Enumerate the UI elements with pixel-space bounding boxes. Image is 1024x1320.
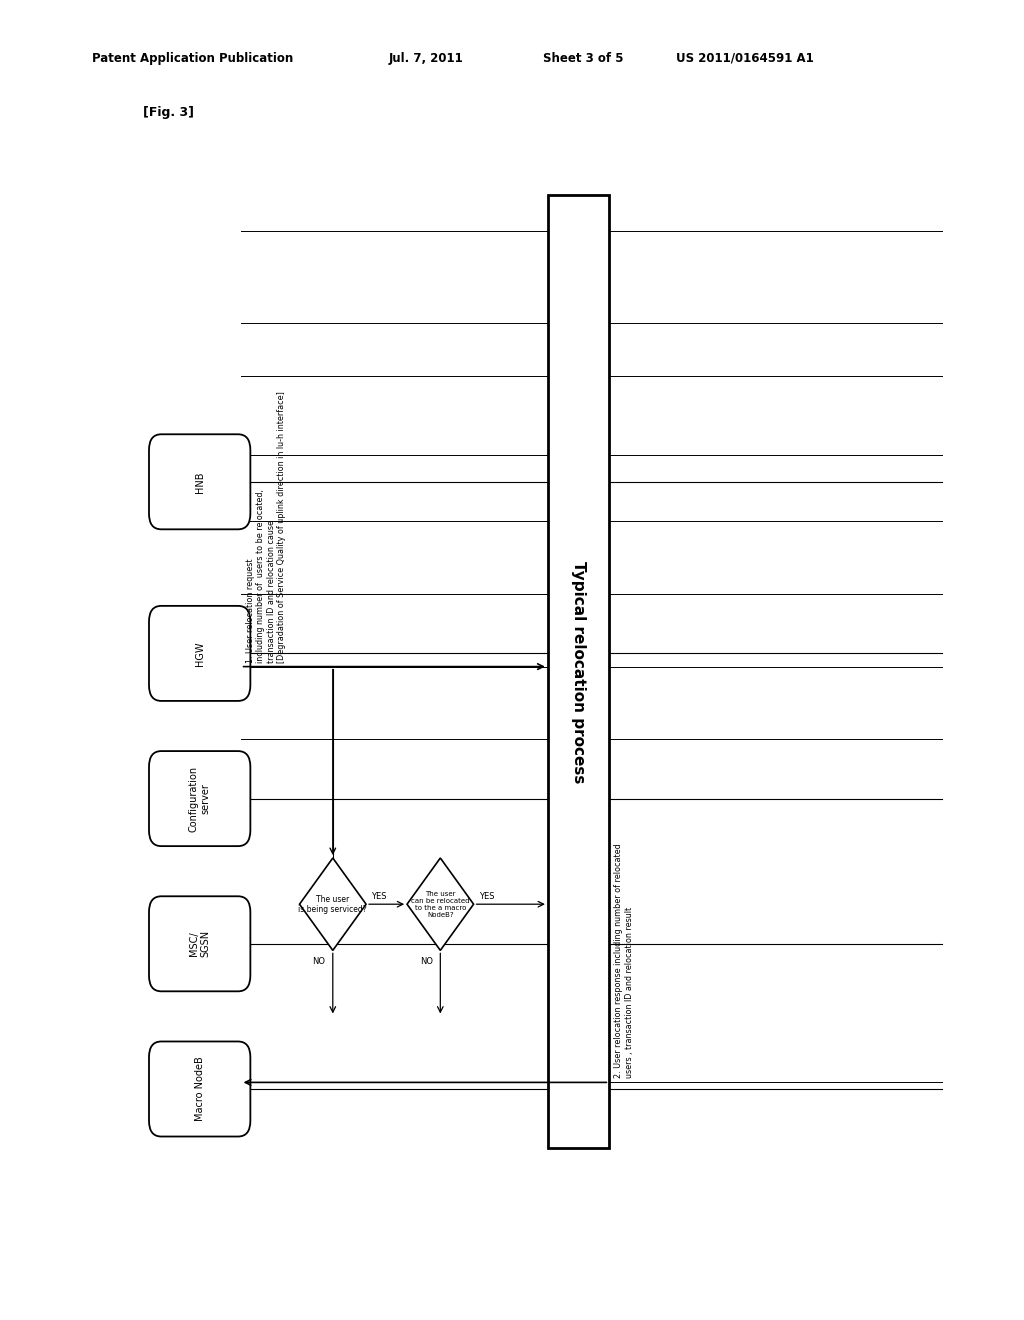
Text: 1. User relocation request
including number of  users to be relocated,
transacti: 1. User relocation request including num…	[246, 391, 286, 663]
Text: Macro NodeB: Macro NodeB	[195, 1056, 205, 1122]
Polygon shape	[407, 858, 473, 950]
Text: NO: NO	[312, 957, 326, 966]
Text: Jul. 7, 2011: Jul. 7, 2011	[389, 51, 464, 65]
Text: The user
is being serviced?: The user is being serviced?	[298, 895, 368, 913]
Text: NO: NO	[420, 957, 433, 966]
Bar	[548, 195, 609, 1148]
FancyBboxPatch shape	[150, 1041, 250, 1137]
Text: YES: YES	[372, 892, 387, 902]
Polygon shape	[299, 858, 367, 950]
Text: Sheet 3 of 5: Sheet 3 of 5	[543, 51, 624, 65]
Text: Typical relocation process: Typical relocation process	[571, 561, 586, 783]
FancyBboxPatch shape	[150, 896, 250, 991]
FancyBboxPatch shape	[150, 606, 250, 701]
Text: MSC/
SGSN: MSC/ SGSN	[188, 931, 211, 957]
Text: 2. User relocation response including number of relocated
users , transaction ID: 2. User relocation response including nu…	[614, 843, 634, 1078]
Text: Patent Application Publication: Patent Application Publication	[92, 51, 294, 65]
Text: HGW: HGW	[195, 642, 205, 665]
FancyBboxPatch shape	[150, 434, 250, 529]
Text: HNB: HNB	[195, 471, 205, 492]
Text: [Fig. 3]: [Fig. 3]	[143, 106, 195, 119]
Text: YES: YES	[479, 892, 495, 902]
FancyBboxPatch shape	[150, 751, 250, 846]
Text: Configuration
server: Configuration server	[188, 766, 211, 832]
Text: US 2011/0164591 A1: US 2011/0164591 A1	[676, 51, 814, 65]
Text: The user
can be relocated
to the a macro
NodeB?: The user can be relocated to the a macro…	[411, 891, 470, 917]
